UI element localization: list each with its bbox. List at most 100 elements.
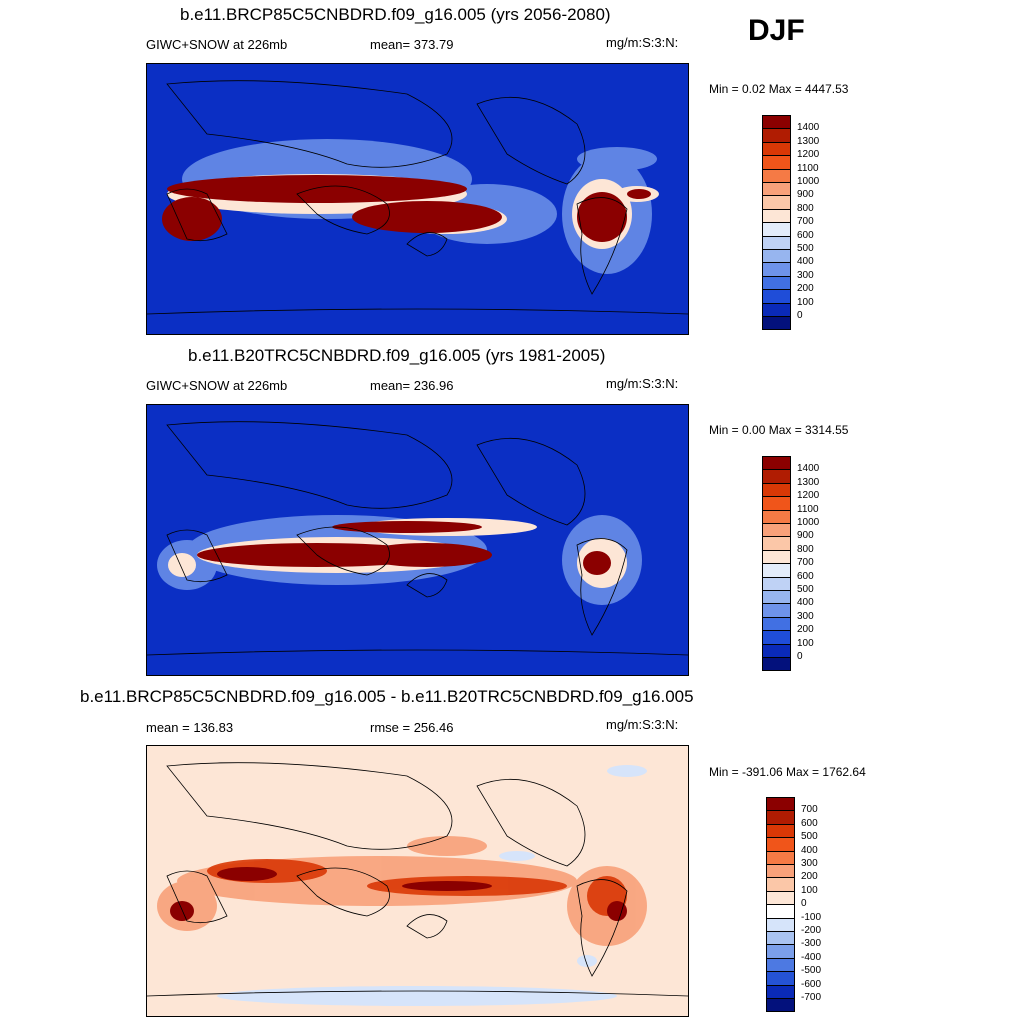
colorbar-swatch xyxy=(762,208,791,224)
colorbar-label: 500 xyxy=(801,831,818,843)
colorbar-swatch xyxy=(762,235,791,250)
colorbar-label: 500 xyxy=(797,584,814,595)
panel-title: b.e11.BRCP85C5CNBDRD.f09_g16.005 - b.e11… xyxy=(80,687,694,706)
colorbar-swatch xyxy=(762,563,791,578)
colorbar-swatch xyxy=(762,549,791,565)
mean-label: mean= 236.96 xyxy=(370,378,454,393)
colorbar-swatch xyxy=(762,603,791,618)
colorbar-label: 1300 xyxy=(797,135,820,147)
mean-label: mean= 373.79 xyxy=(370,37,454,52)
colorbar-label: 0 xyxy=(801,898,807,910)
colorbar-label: 400 xyxy=(801,844,818,856)
colorbar-swatch xyxy=(766,850,795,865)
panel-title: b.e11.BRCP85C5CNBDRD.f09_g16.005 (yrs 20… xyxy=(180,5,611,24)
colorbar: 700 600 500 400 300 200 100 0 -100 -200 -300 -400 -5… xyxy=(766,797,846,1013)
colorbar-swatch xyxy=(766,984,795,999)
colorbar-swatch xyxy=(766,810,795,825)
colorbar-label: 1000 xyxy=(797,517,820,528)
colorbar-swatch xyxy=(762,643,791,658)
colorbar-swatch xyxy=(762,128,791,143)
map-plot xyxy=(146,63,689,335)
min-max-label: Min = 0.02 Max = 4447.53 xyxy=(709,82,849,96)
colorbar-label: 600 xyxy=(797,229,814,241)
colorbar-label: 700 xyxy=(801,804,818,816)
colorbar-label: 0 xyxy=(797,310,803,321)
min-max-label: Min = 0.00 Max = 3314.55 xyxy=(709,423,849,437)
colorbar-label: 200 xyxy=(797,624,814,636)
colorbar-swatch xyxy=(762,289,791,304)
colorbar-swatch xyxy=(762,316,791,331)
colorbar-label: 100 xyxy=(797,296,814,308)
colorbar-swatch xyxy=(766,823,795,839)
colorbar-swatch xyxy=(766,797,795,812)
colorbar-swatch xyxy=(762,616,791,632)
colorbar-swatch xyxy=(762,302,791,317)
colorbar-swatch xyxy=(762,469,791,484)
colorbar-swatch xyxy=(766,998,795,1013)
colorbar-label: 200 xyxy=(801,871,818,883)
colorbar-swatch xyxy=(762,523,791,538)
colorbar-label: 1400 xyxy=(797,122,820,134)
mean-label: mean = 136.83 xyxy=(146,720,234,735)
min-max-label: Min = -391.06 Max = 1762.64 xyxy=(709,765,866,779)
colorbar-label: 200 xyxy=(797,283,814,295)
colorbar-swatch xyxy=(766,890,795,906)
colorbar-label: -400 xyxy=(801,951,822,963)
units-label: mg/m:S:3:N: xyxy=(606,717,679,732)
colorbar-label: 0 xyxy=(797,651,803,662)
colorbar-swatch xyxy=(762,456,791,471)
colorbar-swatch xyxy=(762,630,791,645)
colorbar-label: -300 xyxy=(801,938,822,950)
colorbar-swatch xyxy=(762,249,791,264)
colorbar-label: -200 xyxy=(801,925,822,936)
colorbar-swatch xyxy=(762,155,791,170)
colorbar-swatch xyxy=(762,115,791,130)
colorbar-label: -700 xyxy=(801,992,822,1003)
colorbar-label: 400 xyxy=(797,597,814,609)
colorbar-label: 700 xyxy=(797,557,814,569)
colorbar-swatch xyxy=(766,904,795,919)
colorbar-swatch xyxy=(766,837,795,852)
colorbar-label: -100 xyxy=(801,911,822,923)
map-field xyxy=(147,64,688,334)
colorbar-swatch xyxy=(762,195,791,210)
panel-title: b.e11.B20TRC5CNBDRD.f09_g16.005 (yrs 198… xyxy=(188,346,606,365)
colorbar-label: 1300 xyxy=(797,476,820,488)
units-label: mg/m:S:3:N: xyxy=(606,35,679,50)
colorbar-swatch xyxy=(766,971,795,986)
colorbar-swatch xyxy=(762,657,791,672)
colorbar-swatch xyxy=(762,536,791,551)
colorbar-label: 400 xyxy=(797,256,814,268)
colorbar-label: 300 xyxy=(797,610,814,622)
variable-label: GIWC+SNOW at 226mb xyxy=(146,37,288,52)
colorbar-swatch xyxy=(762,590,791,605)
colorbar: 1400 1300 1200 1100 1000 900 800 700 600 500 400 30… xyxy=(762,115,842,331)
colorbar-swatch xyxy=(766,917,795,932)
colorbar-label: 700 xyxy=(797,216,814,228)
colorbar-label: -500 xyxy=(801,965,822,977)
colorbar-label: 1200 xyxy=(797,490,820,502)
colorbar-swatch xyxy=(766,957,795,973)
colorbar-label: 1100 xyxy=(797,503,819,515)
colorbar-label: 300 xyxy=(801,858,818,869)
colorbar: 1400 1300 1200 1100 1000 900 800 700 600 500 400 30… xyxy=(762,456,842,672)
colorbar-swatch xyxy=(766,931,795,946)
colorbar-label: 300 xyxy=(797,269,814,281)
colorbar-swatch xyxy=(762,275,791,291)
units-label: mg/m:S:3:N: xyxy=(606,376,679,391)
colorbar-label: 1200 xyxy=(797,149,820,161)
colorbar-label: 1100 xyxy=(797,162,819,174)
map-field xyxy=(147,746,688,1016)
variable-label: GIWC+SNOW at 226mb xyxy=(146,378,288,393)
colorbar-label: 500 xyxy=(797,243,814,254)
colorbar-swatch xyxy=(762,262,791,277)
colorbar-label: 900 xyxy=(797,530,814,542)
map-plot xyxy=(146,745,689,1017)
colorbar-swatch xyxy=(762,509,791,524)
colorbar-swatch xyxy=(762,182,791,197)
colorbar-label: 600 xyxy=(797,570,814,582)
map-plot xyxy=(146,404,689,676)
colorbar-swatch xyxy=(766,877,795,892)
season-label: DJF xyxy=(748,14,805,47)
colorbar-swatch xyxy=(762,496,791,511)
